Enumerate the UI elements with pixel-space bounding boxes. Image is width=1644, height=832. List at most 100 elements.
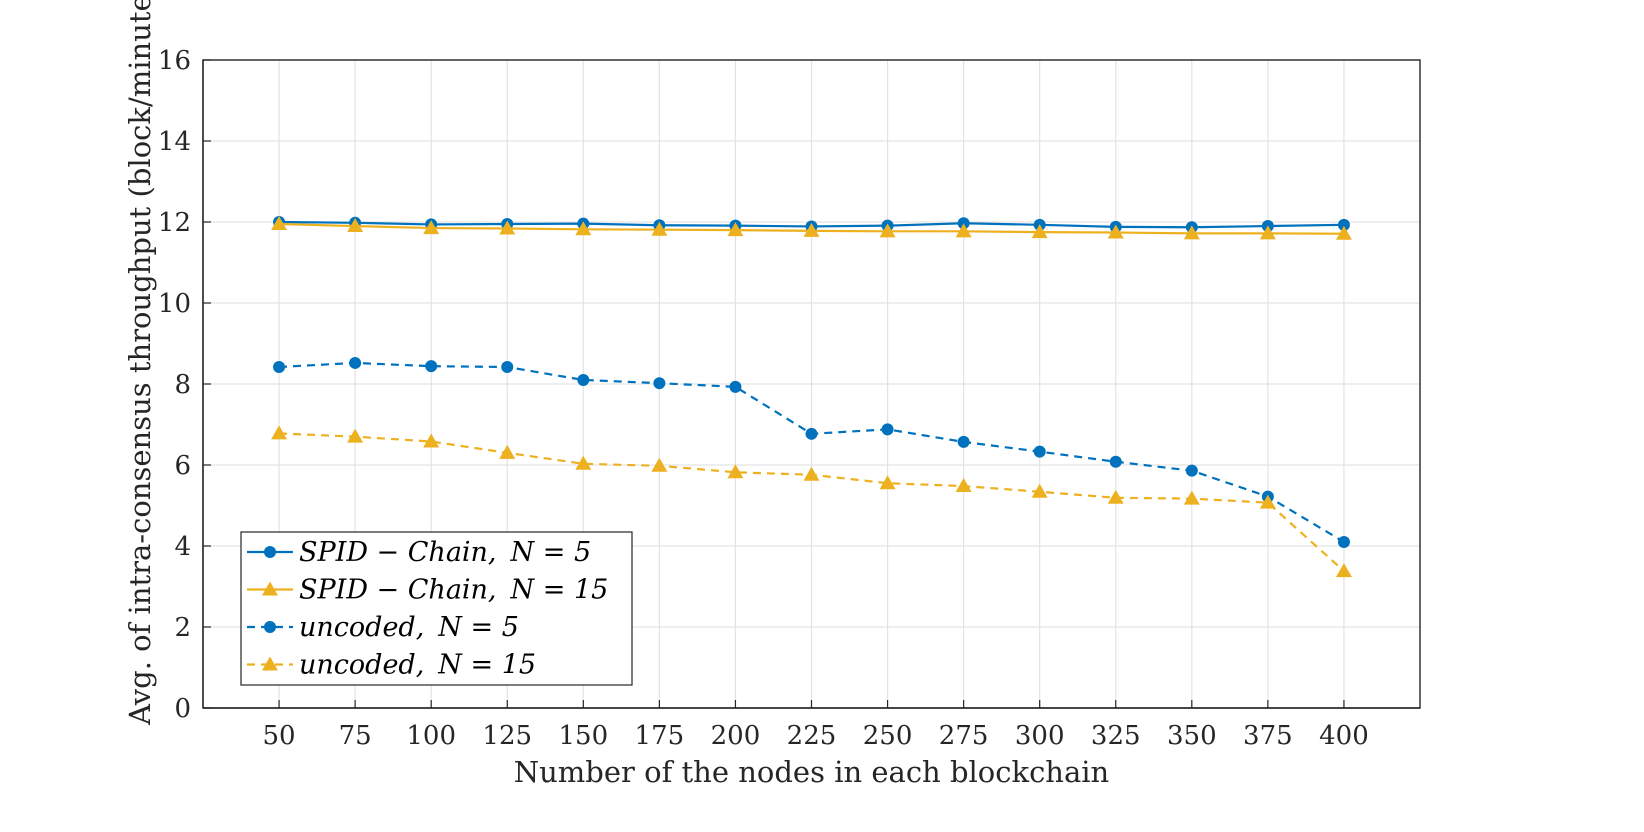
legend-series-name: uncoded, xyxy=(299,612,424,643)
x-tick-label: 275 xyxy=(939,721,989,751)
data-point xyxy=(1337,218,1350,231)
legend-series-param: N = 5 xyxy=(437,612,519,643)
data-point xyxy=(955,223,972,238)
data-point xyxy=(727,222,744,237)
x-axis-label: Number of the nodes in each blockchain xyxy=(514,755,1109,789)
data-point xyxy=(1335,563,1352,578)
data-point xyxy=(957,217,970,230)
y-tick-label: 10 xyxy=(158,289,191,319)
legend-label: SPID − Chain, N = 5 xyxy=(299,537,591,568)
x-tick-label: 175 xyxy=(635,721,685,751)
x-tick-label: 100 xyxy=(406,721,456,751)
data-point xyxy=(805,427,818,440)
legend-marker xyxy=(264,546,276,558)
data-point xyxy=(955,478,972,493)
x-tick-label: 300 xyxy=(1015,721,1065,751)
legend-series-param: N = 15 xyxy=(510,575,609,606)
y-tick-label: 16 xyxy=(158,46,191,76)
data-point xyxy=(1031,483,1048,498)
data-point xyxy=(1031,224,1048,239)
y-axis-ticks: 0 2 4 6 8 10 12 14 16 xyxy=(158,46,211,724)
data-point xyxy=(803,466,820,481)
data-point xyxy=(1183,225,1200,240)
data-point xyxy=(879,223,896,238)
data-point xyxy=(651,457,668,472)
series-layer xyxy=(271,216,1352,578)
legend-entry: SPID − Chain, N = 15 xyxy=(247,575,608,606)
y-tick-label: 2 xyxy=(174,613,191,643)
x-tick-label: 50 xyxy=(263,721,296,751)
x-tick-label: 400 xyxy=(1319,721,1369,751)
data-point xyxy=(271,425,288,440)
x-tick-label: 375 xyxy=(1243,721,1293,751)
data-point xyxy=(271,216,288,231)
data-point xyxy=(1337,535,1350,548)
data-point xyxy=(577,373,590,386)
data-point xyxy=(1109,455,1122,468)
data-point xyxy=(1107,489,1124,504)
data-point xyxy=(273,360,286,373)
data-point xyxy=(349,356,362,369)
y-axis-label: Avg. of intra-consensus throughput (bloc… xyxy=(123,0,157,726)
data-point xyxy=(575,455,592,470)
legend-series-name: uncoded, xyxy=(299,650,424,681)
x-tick-label: 250 xyxy=(863,721,913,751)
data-point xyxy=(651,221,668,236)
data-point xyxy=(423,433,440,448)
y-tick-label: 8 xyxy=(174,370,191,400)
x-tick-label: 200 xyxy=(711,721,761,751)
y-tick-label: 0 xyxy=(174,694,191,724)
y-tick-label: 4 xyxy=(174,532,191,562)
data-point xyxy=(575,221,592,236)
data-point xyxy=(957,435,970,448)
legend-entry: uncoded, N = 15 xyxy=(247,650,536,681)
data-point xyxy=(881,423,894,436)
legend-series-param: N = 15 xyxy=(437,650,536,681)
data-point xyxy=(803,222,820,237)
series-4 xyxy=(271,425,1352,578)
x-axis-ticks: 50 75 100 125 150 175 200 225 250 275 300 325 350 375… xyxy=(263,700,1369,751)
y-tick-label: 12 xyxy=(158,208,191,238)
legend-entry: uncoded, N = 5 xyxy=(247,612,519,643)
data-point xyxy=(1335,225,1352,240)
legend-marker xyxy=(262,581,278,596)
data-point xyxy=(1185,464,1198,477)
data-point xyxy=(501,360,514,373)
data-point xyxy=(653,377,666,390)
x-tick-label: 325 xyxy=(1091,721,1141,751)
series-2 xyxy=(271,216,1352,240)
data-point xyxy=(425,360,438,373)
legend-marker xyxy=(262,656,278,671)
data-point xyxy=(1259,494,1276,509)
legend-series-param: N = 5 xyxy=(510,537,592,568)
data-point xyxy=(729,380,742,393)
x-tick-label: 150 xyxy=(558,721,608,751)
x-tick-label: 75 xyxy=(339,721,372,751)
legend-entry: SPID − Chain, N = 5 xyxy=(247,537,591,568)
x-tick-label: 125 xyxy=(482,721,532,751)
x-tick-label: 225 xyxy=(787,721,837,751)
data-point xyxy=(727,464,744,479)
legend-label: uncoded, N = 15 xyxy=(299,650,536,681)
data-point xyxy=(499,444,516,459)
legend-series-name: SPID − Chain, xyxy=(299,575,497,606)
data-point xyxy=(499,220,516,235)
legend-marker xyxy=(264,621,276,633)
data-point xyxy=(879,475,896,490)
legend-label: uncoded, N = 5 xyxy=(299,612,519,643)
data-point xyxy=(347,218,364,233)
series-3 xyxy=(273,356,1350,548)
data-point xyxy=(1107,224,1124,239)
data-point xyxy=(347,428,364,443)
y-tick-label: 14 xyxy=(158,127,191,157)
legend-box xyxy=(240,531,633,686)
data-point xyxy=(1183,490,1200,505)
legend-label: SPID − Chain, N = 15 xyxy=(299,575,608,606)
legend-series-name: SPID − Chain, xyxy=(299,537,497,568)
data-point xyxy=(423,220,440,235)
x-tick-label: 350 xyxy=(1167,721,1217,751)
